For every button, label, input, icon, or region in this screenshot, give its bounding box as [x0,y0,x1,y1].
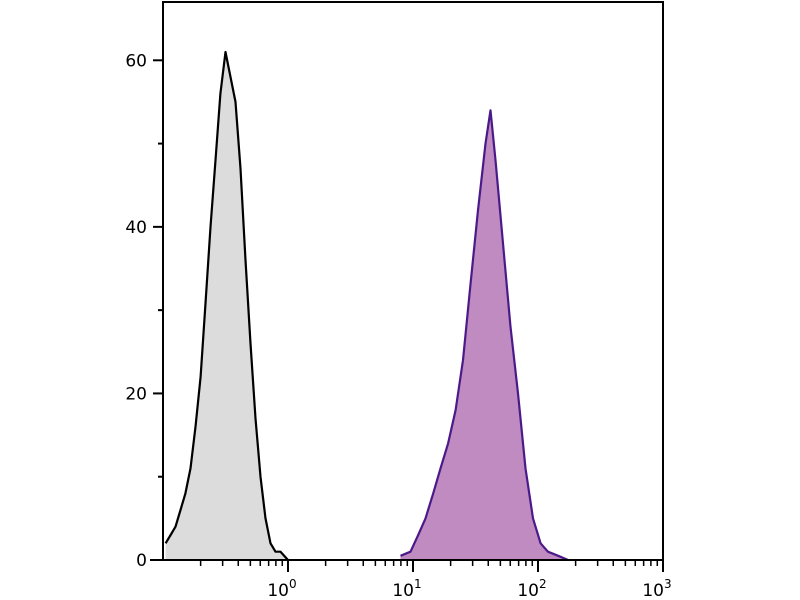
series-0-fill [165,52,288,560]
x-tick-label: 101 [392,577,421,600]
y-tick-label: 40 [125,218,147,238]
series-0-line [164,50,289,561]
series-layer [164,50,569,562]
y-tick-label: 20 [125,384,147,404]
y-tick-label: 60 [125,51,147,71]
x-tick-label: 102 [517,577,546,600]
x-tick-label: 100 [267,577,296,600]
series-1-line [400,109,569,562]
x-tick-label: 103 [642,577,671,600]
y-tick-label: 0 [136,551,147,571]
series-1-fill [400,110,569,561]
